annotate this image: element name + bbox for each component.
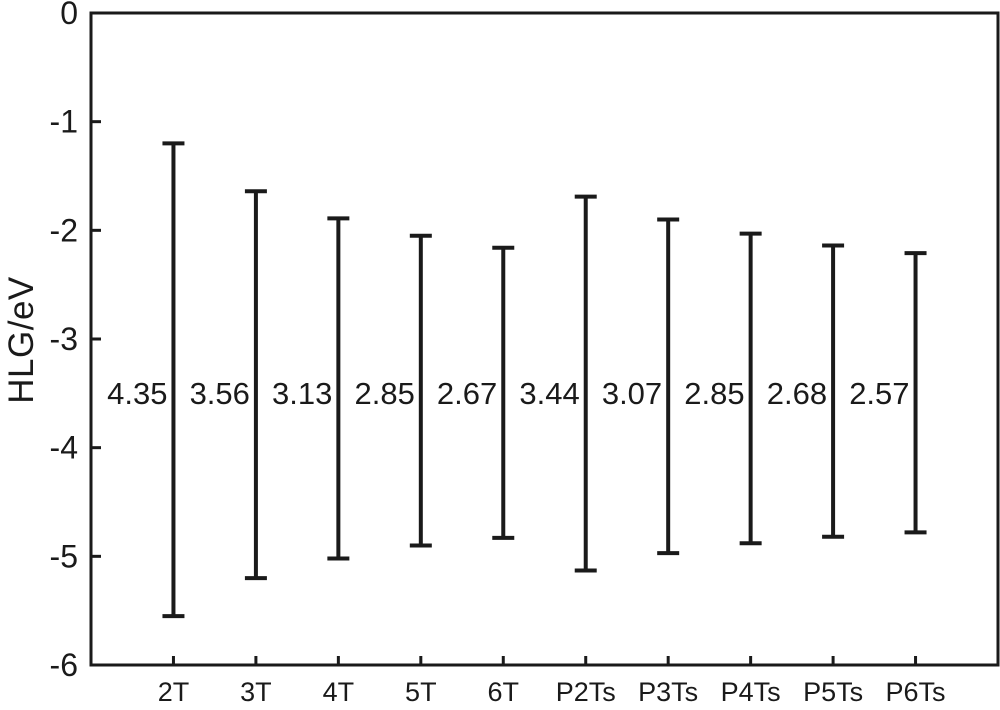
category-label-P6Ts: P6Ts	[886, 677, 946, 707]
gap-label-2T: 4.35	[107, 376, 167, 411]
y-tick-label-0: 0	[60, 0, 78, 31]
gap-label-P4Ts: 2.85	[684, 376, 744, 411]
gap-label-P5Ts: 2.68	[767, 376, 827, 411]
category-label-P5Ts: P5Ts	[803, 677, 863, 707]
y-tick-label--5: -5	[50, 538, 78, 574]
y-tick-label--6: -6	[50, 647, 78, 683]
category-label-P4Ts: P4Ts	[721, 677, 781, 707]
category-label-P3Ts: P3Ts	[638, 677, 698, 707]
y-tick-label--4: -4	[50, 430, 78, 466]
category-label-2T: 2T	[158, 677, 190, 707]
gap-label-4T: 3.13	[272, 376, 332, 411]
plot-frame	[89, 11, 1000, 667]
y-tick-label--1: -1	[50, 104, 78, 140]
category-label-3T: 3T	[240, 677, 272, 707]
y-axis-title: HLG/eV	[2, 276, 41, 404]
category-label-5T: 5T	[405, 677, 437, 707]
category-label-4T: 4T	[323, 677, 355, 707]
y-tick-label--3: -3	[50, 321, 78, 357]
category-label-6T: 6T	[488, 677, 520, 707]
gap-label-6T: 2.67	[437, 376, 497, 411]
gap-label-5T: 2.85	[354, 376, 414, 411]
y-tick-label--2: -2	[50, 212, 78, 248]
gap-label-P2Ts: 3.44	[519, 376, 579, 411]
gap-label-P3Ts: 3.07	[602, 376, 662, 411]
gap-label-3T: 3.56	[190, 376, 250, 411]
category-label-P2Ts: P2Ts	[556, 677, 616, 707]
gap-label-P6Ts: 2.57	[849, 376, 909, 411]
